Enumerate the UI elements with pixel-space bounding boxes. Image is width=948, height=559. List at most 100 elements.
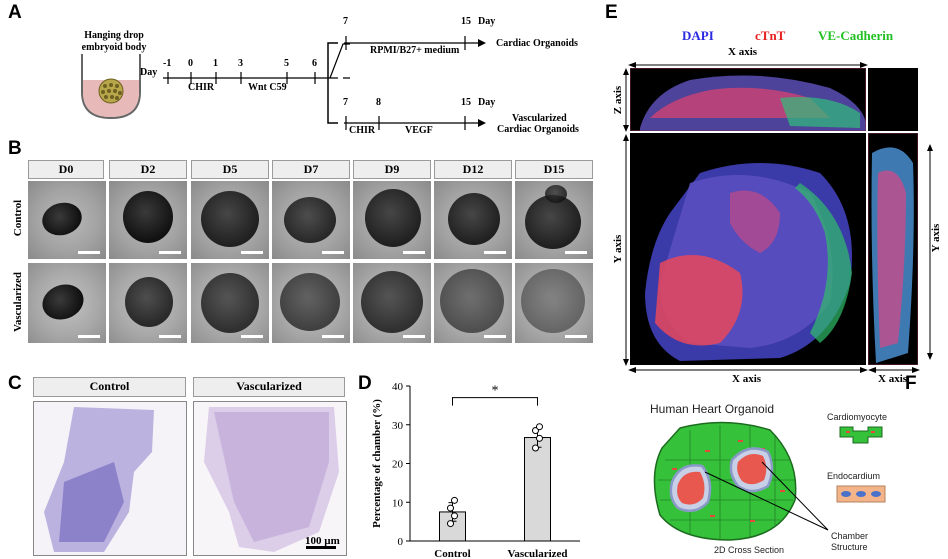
x-axis-bottom-arrow [628, 367, 868, 373]
day-header-d0: D0 [28, 160, 104, 179]
micrograph-vascularized-d0 [28, 263, 106, 343]
x-axis-right-arrow [868, 367, 920, 373]
panel-label-b: B [8, 138, 22, 159]
panel-label-a: A [8, 2, 22, 23]
interval-chir: CHIR [188, 82, 215, 93]
micrograph-control-d7 [272, 181, 350, 259]
day-header-d7: D7 [272, 160, 350, 179]
top-tick-15: 15 [461, 16, 471, 27]
y-tick-label: 40 [392, 381, 404, 393]
embryoid-label: Hanging drop embryoid body [81, 30, 147, 53]
x-tick-label: Control [434, 548, 470, 559]
tick-1: 1 [213, 58, 218, 69]
micrograph-vascularized-d12 [434, 263, 512, 343]
histology-header-vascularized: Vascularized [193, 377, 345, 397]
tick-0: 0 [188, 58, 193, 69]
tick-6: 6 [312, 58, 317, 69]
micrograph-control-d15 [515, 181, 593, 259]
top-branch-line [344, 36, 486, 50]
bottom-chir: CHIR [349, 125, 376, 136]
bottom-tick-7: 7 [343, 97, 348, 108]
hanging-drop-tube-icon [81, 54, 141, 120]
micrograph-control-d9 [353, 181, 431, 259]
cardiomyocyte-icon [839, 426, 883, 444]
histology-vascularized-image [193, 401, 347, 556]
confocal-xy-projection [630, 133, 866, 365]
y-axis-left-arrow [623, 134, 629, 366]
bottom-vegf: VEGF [405, 125, 433, 136]
bottom-branch-line [344, 116, 486, 130]
tick-3: 3 [238, 58, 243, 69]
branch-bracket [327, 42, 338, 124]
histology-scale-label: 100 µm [305, 535, 340, 547]
micrograph-vascularized-d2 [109, 263, 187, 343]
row-label-vascularized: Vascularized [12, 271, 24, 333]
legend-cardiomyocyte: Cardiomyocyte [827, 412, 888, 422]
micrograph-vascularized-d5 [191, 263, 269, 343]
micrograph-vascularized-d9 [353, 263, 431, 343]
micrograph-vascularized-d15 [515, 263, 593, 343]
bottom-tick-15: 15 [461, 97, 471, 108]
y-axis-right-arrow [927, 144, 933, 360]
y-tick-label: 20 [392, 459, 404, 471]
confocal-xz-projection [630, 68, 866, 131]
tick-minus1: -1 [163, 58, 172, 69]
row-label-control: Control [12, 199, 24, 237]
bottom-day-label: Day [478, 97, 496, 108]
micrograph-control-d12 [434, 181, 512, 259]
rpmi-medium: RPMI/B27+ medium [370, 45, 460, 56]
x-axis-top-arrow [628, 62, 868, 68]
panel-label-c: C [8, 373, 22, 394]
bottom-tick-8: 8 [376, 97, 381, 108]
cross-section-caption: 2D Cross Section [714, 545, 785, 555]
day-header-d9: D9 [353, 160, 431, 179]
data-point [536, 434, 543, 442]
confocal-yz-projection [868, 133, 918, 365]
micrograph-control-d0 [28, 181, 106, 259]
data-point [536, 423, 543, 431]
x-axis-right-label: X axis [878, 373, 908, 385]
micrograph-control-d5 [191, 181, 269, 259]
chamber-label-line2: Structure [831, 542, 868, 552]
histology-control-image [33, 401, 187, 556]
y-axis-title: Percentage of chamber (%) [371, 399, 383, 528]
micrograph-control-d2 [109, 181, 187, 259]
data-point [447, 504, 454, 512]
day-header-d2: D2 [109, 160, 187, 179]
x-tick-label: Vascularized [507, 548, 567, 559]
y-tick-label: 0 [398, 536, 404, 548]
top-tick-7: 7 [343, 16, 348, 27]
data-point [451, 496, 458, 504]
day-header-d5: D5 [191, 160, 269, 179]
heart-organoid-title: Human Heart Organoid [650, 402, 775, 416]
z-axis-arrow [623, 68, 629, 132]
data-point [451, 512, 458, 520]
y-tick-label: 30 [392, 420, 404, 432]
day-header-d15: D15 [515, 160, 593, 179]
top-day-label: Day [478, 16, 496, 27]
chamber-label-line1: Chamber [831, 531, 869, 541]
bar [524, 437, 551, 542]
tick-5: 5 [284, 58, 289, 69]
micrograph-vascularized-d7 [272, 263, 350, 343]
main-timeline [163, 43, 350, 84]
x-axis-bottom-label: X axis [732, 373, 762, 385]
y-tick-label: 10 [392, 497, 404, 509]
data-point [447, 520, 454, 528]
x-axis-top-label: X axis [728, 46, 758, 58]
panel-label-e: E [605, 2, 618, 23]
cardiac-organoids-label: Cardiac Organoids [496, 38, 578, 49]
data-point [532, 444, 539, 452]
significance-marker: * [492, 384, 499, 399]
confocal-corner-block [868, 68, 918, 131]
endocardium-icon [836, 485, 886, 503]
histology-header-control: Control [33, 377, 186, 397]
stain-ctnt: cTnT [755, 28, 786, 43]
vasc-organoids-line1: Vascularized [512, 113, 567, 124]
panel-label-f: F [905, 373, 917, 394]
interval-wnt: Wnt C59 [248, 82, 287, 93]
chamber-percentage-chart: 0 10 20 30 40 Percentage of chamber (%) Contro… [371, 381, 580, 559]
chamber-pointer-lines [704, 461, 829, 531]
stain-dapi: DAPI [682, 28, 714, 43]
legend-endocardium: Endocardium [827, 471, 881, 481]
